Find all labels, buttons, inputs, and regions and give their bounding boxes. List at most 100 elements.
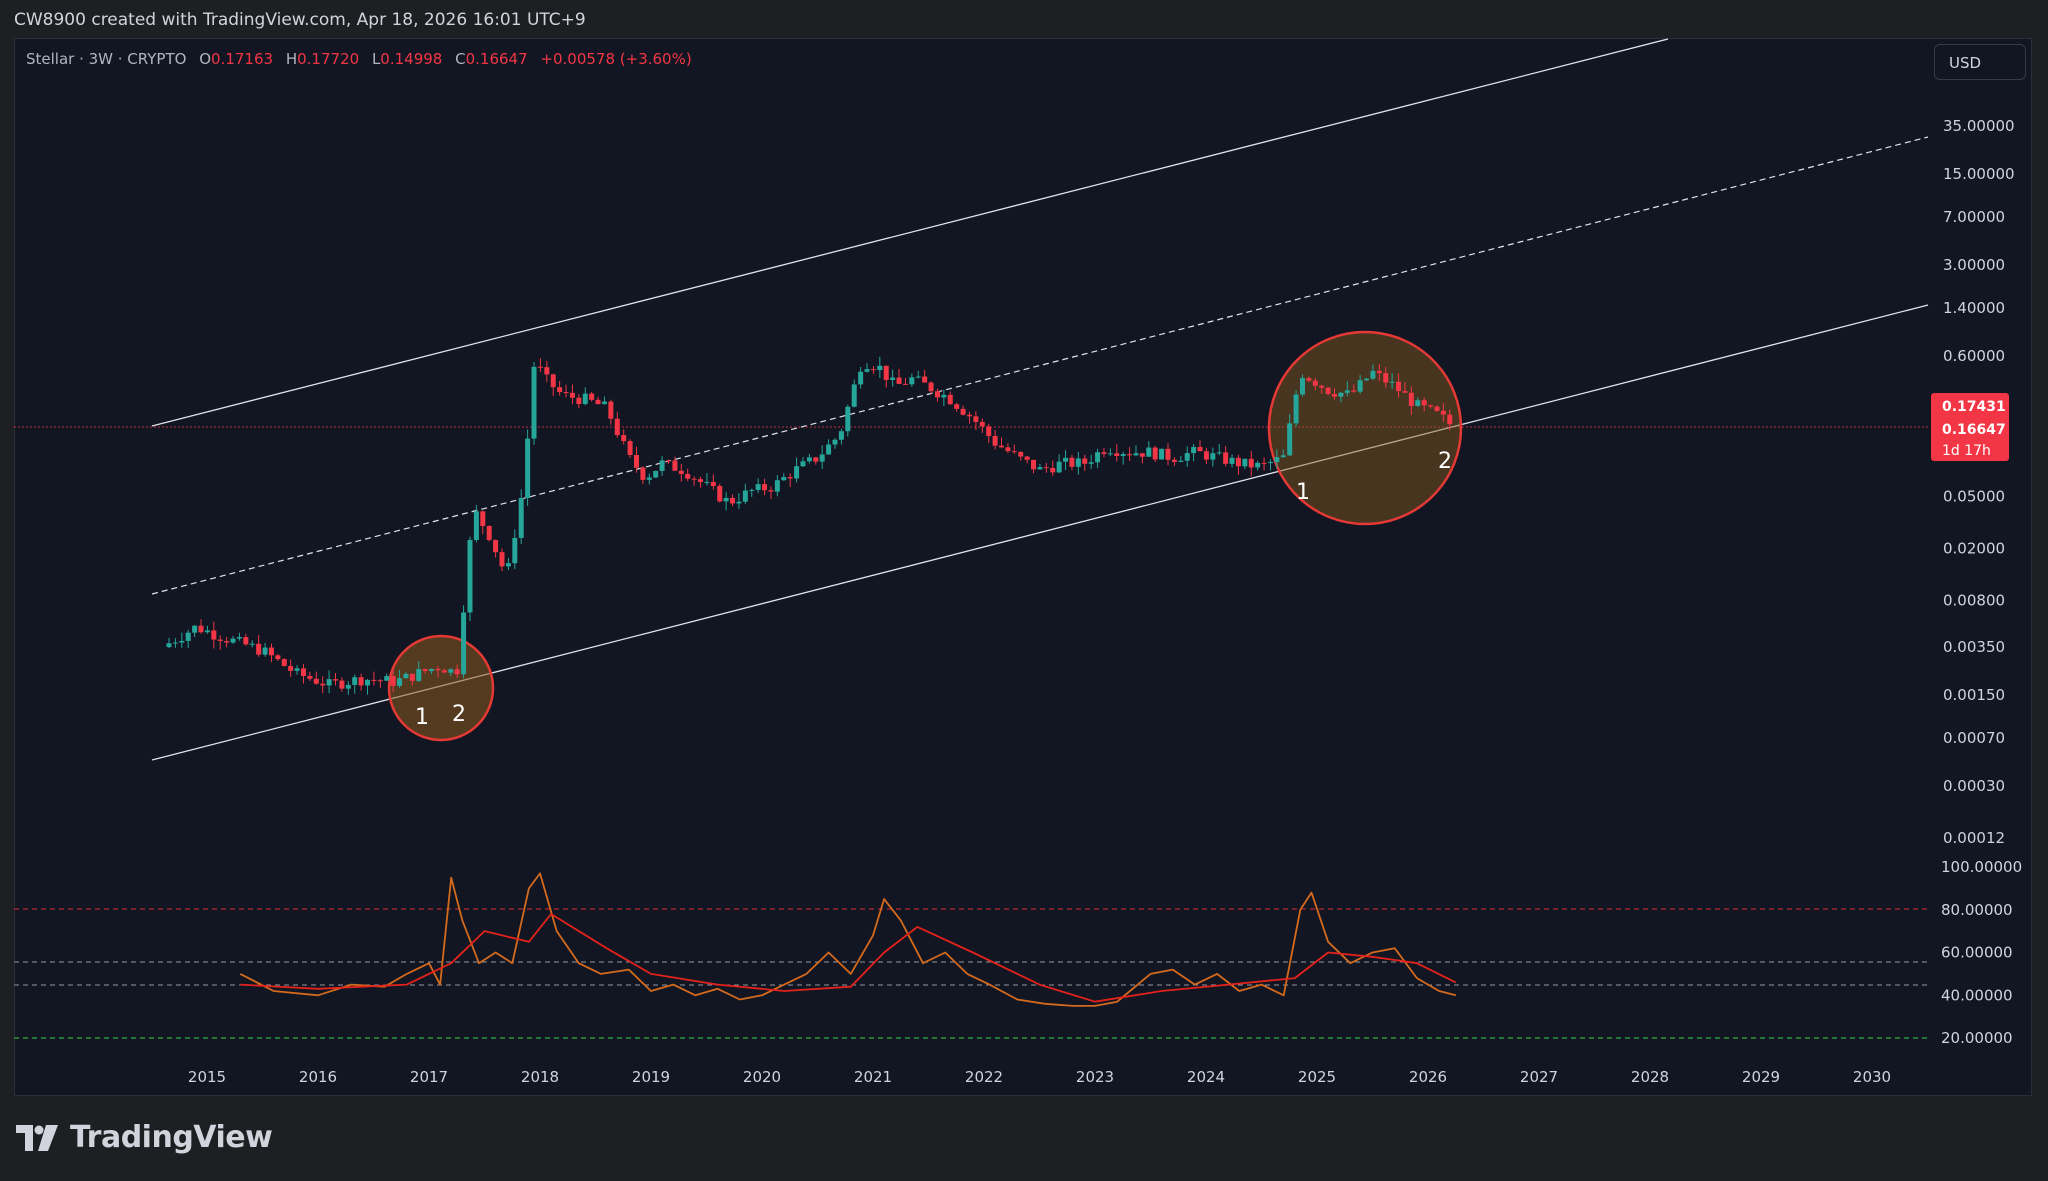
candle-body [710,481,716,486]
price-axis-label: 0.02000 [1943,539,2005,557]
candle-body [249,643,255,645]
channel-mid-line[interactable] [151,136,1929,595]
candle-body [986,426,992,436]
candle-body [640,467,646,480]
candle-body [557,387,563,393]
price-axis-label: 0.05000 [1943,488,2005,506]
candle-body [1171,459,1177,462]
candle-body [794,466,800,479]
candle-body [1075,458,1081,467]
candle-body [1101,452,1107,454]
candle-body [1088,462,1094,464]
candle-body [390,676,396,686]
candle-body [1152,447,1158,460]
candle-body [1293,394,1299,424]
candle-body [1261,462,1267,464]
candle-body [563,392,569,394]
price-axis-label: 0.00800 [1943,591,2005,609]
channel-upper-line[interactable] [151,38,1669,427]
chart-area[interactable] [14,38,2032,1096]
indicator-axis-label: 100.00000 [1941,858,2022,876]
candle-body [934,391,940,398]
candle-body [1223,452,1229,464]
candle-body [281,659,287,667]
candle-body [883,365,889,380]
candle-body [685,473,691,479]
highlight-circle-2025[interactable] [1267,330,1463,526]
candle-body [172,642,178,644]
time-axis[interactable]: 2015 2016 2017 2018 2019 2020 2021 2022 2023 2024… [188,1068,1891,1086]
candle-body [870,369,876,371]
candle-body [256,643,262,655]
candle-body [320,683,326,686]
candle-body [397,678,403,686]
candle-body [691,478,697,480]
ohlc-legend: Stellar · 3W · CRYPTO O0.17163 H0.17720 … [26,50,692,68]
candle-body [1011,451,1017,453]
candle-body [1332,393,1338,397]
indicator-axis[interactable]: 100.00000 80.00000 60.00000 40.00000 20.0000… [1941,858,2022,1047]
candle-body [1242,458,1248,467]
candle-body [1312,380,1318,386]
candle-body [365,679,371,686]
candle-body [409,673,415,681]
price-axis-label: 35.00000 [1943,117,2015,135]
legend-close-value: 0.16647 [465,50,528,68]
candle-body [1415,400,1421,407]
candle-body [268,647,274,656]
candle-body [198,625,204,633]
candle-body [1447,414,1453,425]
candle-body [576,397,582,405]
candle-body [518,497,524,538]
candle-body [1255,462,1261,468]
candle-body [806,457,812,462]
candle-body [1197,446,1203,452]
currency-button[interactable]: USD [1934,44,2026,80]
highlight-circle-2017[interactable] [387,634,495,742]
candle-body [1428,405,1434,407]
candle-body [243,637,249,645]
legend-change: +0.00578 (+3.60%) [540,50,692,68]
oscillator-line [239,872,1457,1007]
candle-body [902,383,908,385]
candle-body [512,537,518,564]
candle-body [627,441,633,455]
price-tag-high: 0.17431 [1942,399,2006,415]
candle-body [1210,453,1216,460]
price-axis-label: 0.00030 [1943,777,2005,795]
candle-body [653,470,659,478]
tradingview-logo[interactable]: TradingView [16,1120,273,1155]
candle-body [185,632,191,641]
candle-body [1056,461,1062,473]
candle-body [787,477,793,479]
candle-body [505,563,511,567]
candle-body [1357,380,1363,392]
candle-body [1178,460,1184,462]
indicator-axis-label: 60.00000 [1941,944,2013,962]
legend-symbol: Stellar · 3W · CRYPTO [26,50,187,68]
candle-body [1396,381,1402,392]
candle-body [403,673,409,679]
candle-body [493,539,499,553]
candle-body [416,669,422,681]
price-tag-last: 0.16647 [1942,422,2006,438]
price-axis-label: 0.00070 [1943,729,2005,747]
candle-body [838,431,844,440]
candle-body [877,365,883,371]
candle-body [1370,370,1376,379]
candle-body [1184,453,1190,461]
candle-body [224,641,230,643]
candle-body [800,461,806,467]
candle-body [1383,373,1389,383]
candle-body [762,484,768,491]
candle-body [1389,381,1395,383]
candle-body [1095,452,1101,463]
candle-body [236,637,242,639]
candle-body [678,470,684,474]
candle-body [864,369,870,372]
chart-canvas[interactable]: 1 2 1 2 35.00000 15.00000 7.00000 3.00000 1.… [0,0,2048,1096]
price-axis[interactable]: 35.00000 15.00000 7.00000 3.00000 1.40000 0.6… [1943,117,2015,847]
indicator-axis-label: 40.00000 [1941,986,2013,1004]
indicator-axis-label: 20.00000 [1941,1029,2013,1047]
tradingview-logo-icon [16,1124,58,1151]
